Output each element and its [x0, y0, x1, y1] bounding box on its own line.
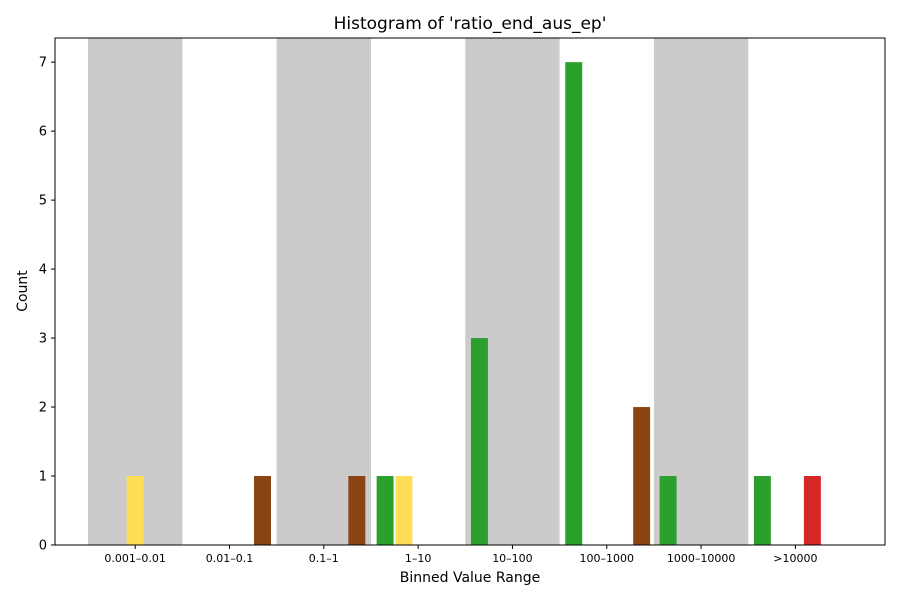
- x-tick-label: 0.1–1: [309, 552, 339, 565]
- x-axis-ticks: 0.001–0.01 0.01–0.1 0.1–1 1–10 10–100 100–100…: [104, 545, 818, 565]
- bar: [348, 476, 366, 545]
- y-tick-label: 5: [39, 194, 47, 209]
- x-tick-label: >10000: [773, 552, 817, 565]
- chart-title: Histogram of 'ratio_end_aus_ep': [334, 14, 607, 34]
- shaded-band: [88, 38, 183, 545]
- bar: [803, 476, 821, 545]
- bar: [126, 476, 144, 545]
- y-tick-label: 0: [39, 539, 47, 554]
- bar: [254, 476, 271, 545]
- shaded-band: [276, 38, 371, 545]
- bar: [565, 62, 583, 546]
- x-tick-label: 10–100: [492, 552, 533, 565]
- y-axis-ticks: 0 1 2 3 4 5 6 7: [39, 56, 55, 554]
- bar: [753, 476, 771, 545]
- y-tick-label: 2: [39, 401, 47, 416]
- x-tick-label: 1000–10000: [667, 552, 736, 565]
- y-axis-label: Count: [15, 270, 31, 312]
- y-tick-label: 1: [39, 470, 47, 485]
- x-tick-label: 1–10: [405, 552, 432, 565]
- x-axis-label: Binned Value Range: [400, 570, 540, 586]
- bar: [395, 476, 413, 545]
- x-tick-label: 0.01–0.1: [206, 552, 254, 565]
- y-tick-label: 7: [39, 56, 47, 71]
- x-tick-label: 0.001–0.01: [104, 552, 165, 565]
- bar: [659, 476, 677, 545]
- x-tick-label: 100–1000: [580, 552, 635, 565]
- bar: [470, 338, 488, 545]
- plot-frame: [54, 37, 886, 546]
- shaded-band: [653, 38, 749, 545]
- bars: [126, 62, 821, 546]
- y-tick-label: 4: [39, 263, 47, 278]
- bar: [633, 407, 651, 545]
- shaded-bands: [88, 38, 749, 545]
- bar: [376, 476, 394, 545]
- y-tick-label: 6: [39, 125, 47, 140]
- y-tick-label: 3: [39, 332, 47, 347]
